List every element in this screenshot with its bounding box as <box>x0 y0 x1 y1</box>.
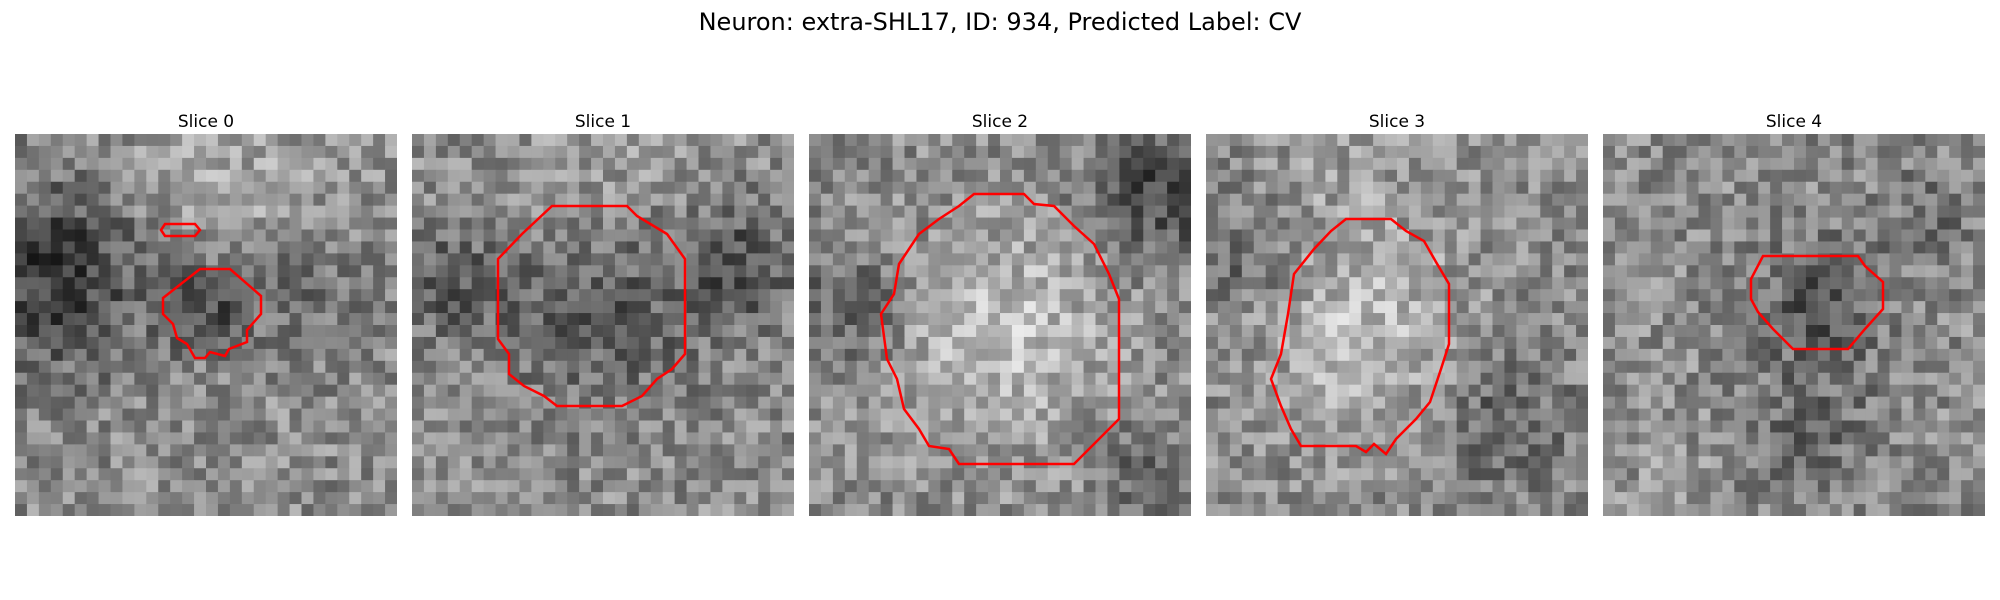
grayscale-em-texture <box>1206 134 1588 516</box>
slice-panel-1: Slice 1 <box>412 110 794 516</box>
em-image-slice-4 <box>1603 134 1985 516</box>
grayscale-em-texture <box>15 134 397 516</box>
segmentation-contour <box>159 222 202 238</box>
grayscale-em-texture <box>809 134 1191 516</box>
slice-title: Slice 1 <box>574 112 632 132</box>
slice-title: Slice 2 <box>971 112 1029 132</box>
slice-panel-2: Slice 2 <box>809 110 1191 516</box>
segmentation-contour <box>1269 217 1451 456</box>
em-image-slice-2 <box>809 134 1191 516</box>
slice-panel-3: Slice 3 <box>1206 110 1588 516</box>
em-image-slice-0 <box>15 134 397 516</box>
slice-title: Slice 0 <box>177 112 235 132</box>
segmentation-contour <box>879 192 1121 466</box>
segmentation-contour <box>161 267 263 360</box>
em-image-slice-1 <box>412 134 794 516</box>
grayscale-em-texture <box>1603 134 1985 516</box>
slice-panel-4: Slice 4 <box>1603 110 1985 516</box>
slice-title: Slice 3 <box>1368 112 1426 132</box>
figure-title: Neuron: extra-SHL17, ID: 934, Predicted … <box>698 8 1302 36</box>
slice-panel-0: Slice 0 <box>15 110 397 516</box>
grayscale-em-texture <box>412 134 794 516</box>
segmentation-contour <box>496 204 687 408</box>
slice-title: Slice 4 <box>1765 112 1823 132</box>
em-image-slice-3 <box>1206 134 1588 516</box>
segmentation-contour <box>1749 254 1885 351</box>
